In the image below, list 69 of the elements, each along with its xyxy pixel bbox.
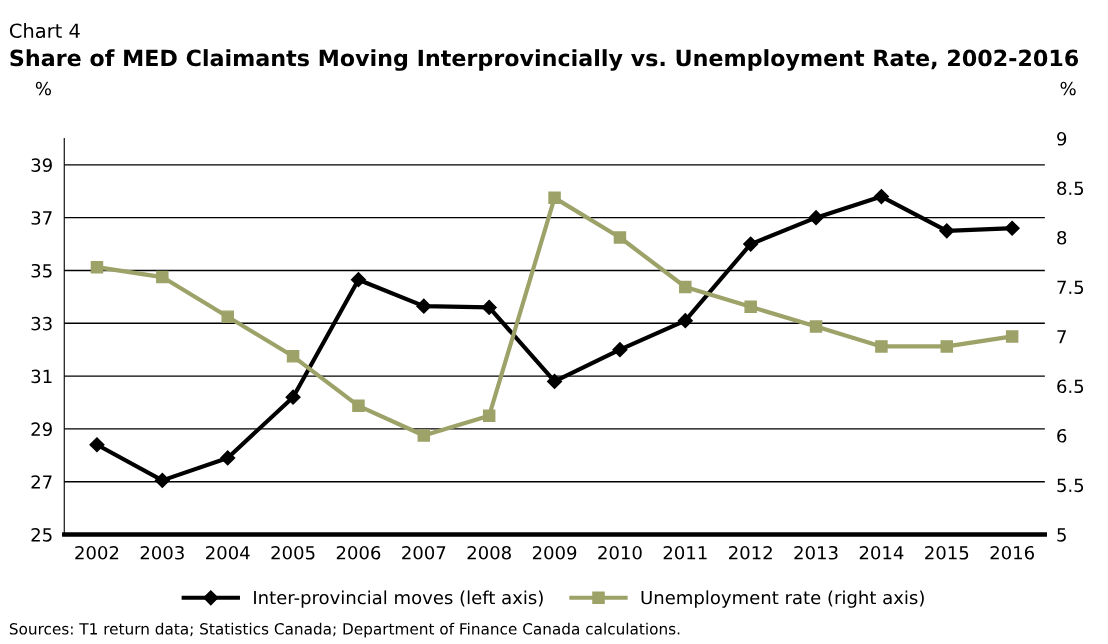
- x-tick-label: 2015: [925, 545, 969, 560]
- y2-tick-label: 7: [1057, 330, 1066, 344]
- x-tick-label: 2011: [663, 545, 707, 560]
- point: [940, 340, 954, 353]
- point: [875, 340, 888, 353]
- point: [417, 429, 431, 442]
- point: [1004, 220, 1020, 236]
- x-tick-label: 2010: [598, 545, 642, 560]
- y2-tick-label: 8: [1057, 230, 1067, 245]
- chart-subtitle: Chart 4: [9, 23, 80, 39]
- point: [89, 437, 105, 453]
- legend-label: Inter-provincial moves (left axis): [254, 590, 543, 608]
- point: [285, 389, 301, 405]
- point: [220, 450, 236, 466]
- x-tick-label: 2008: [467, 545, 511, 560]
- y2-axis-title: %: [1060, 81, 1076, 96]
- chart-title: Share of MED Claimants Moving Interprovincially vs. Unemployment Rate, 2002-2016: [10, 49, 1079, 71]
- x-tick-label: 2014: [859, 545, 904, 560]
- point: [90, 260, 104, 274]
- x-tick-label: 2005: [271, 545, 315, 560]
- point: [221, 310, 234, 323]
- point: [613, 231, 627, 244]
- source-note: Sources: T1 return data; Statistics Canada; Department of Finance Canada calculations.: [9, 622, 680, 638]
- point: [1005, 330, 1019, 343]
- y-tick-label: 33: [31, 316, 52, 331]
- y-tick-label: 37: [31, 211, 52, 225]
- x-tick-label: 2006: [336, 545, 381, 560]
- x-tick-label: 2009: [532, 545, 577, 560]
- y-tick-label: 29: [31, 422, 52, 437]
- point: [481, 299, 497, 316]
- x-tick-label: 2012: [729, 545, 772, 560]
- y-tick-label: 27: [31, 475, 52, 489]
- x-tick-label: 2013: [794, 545, 838, 560]
- y-tick-label: 25: [31, 527, 52, 542]
- point: [548, 191, 561, 205]
- point: [350, 272, 367, 288]
- point: [612, 342, 628, 358]
- y2-tick-label: 6: [1057, 428, 1067, 443]
- point: [482, 409, 496, 422]
- x-tick-label: 2007: [402, 545, 446, 560]
- x-tick-label: 2016: [990, 545, 1034, 560]
- y2-tick-label: 6.5: [1057, 379, 1084, 394]
- x-tick-label: 2002: [75, 545, 119, 560]
- y-tick-label: 39: [31, 158, 52, 172]
- point: [154, 472, 170, 488]
- point: [809, 320, 823, 333]
- y-axis-title: %: [35, 81, 52, 96]
- y2-tick-label: 7.5: [1057, 280, 1084, 295]
- x-tick-label: 2003: [140, 545, 184, 560]
- point: [677, 313, 693, 329]
- point: [352, 399, 365, 413]
- point: [286, 350, 300, 363]
- legend-label: Unemployment rate (right axis): [641, 590, 924, 608]
- point: [156, 270, 169, 284]
- point: [546, 373, 563, 389]
- point: [416, 298, 432, 314]
- y2-tick-label: 5.5: [1057, 478, 1084, 493]
- point: [744, 300, 757, 314]
- y-tick-label: 31: [31, 369, 52, 384]
- y2-tick-label: 8.5: [1057, 181, 1084, 196]
- y-tick-label: 35: [31, 263, 52, 278]
- point: [939, 223, 955, 239]
- point: [743, 236, 759, 252]
- point: [679, 280, 692, 294]
- point: [873, 188, 889, 205]
- point: [808, 210, 824, 226]
- x-tick-label: 2004: [206, 545, 250, 560]
- y2-tick-label: 5: [1057, 528, 1066, 542]
- y2-tick-label: 9: [1057, 131, 1067, 146]
